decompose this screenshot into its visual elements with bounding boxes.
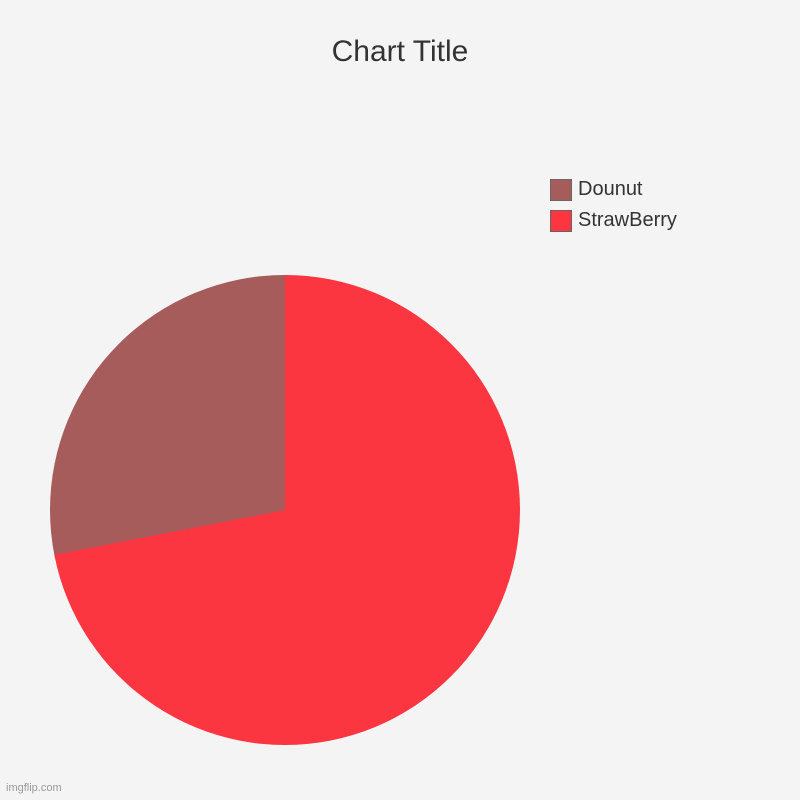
- legend: Dounut StrawBerry: [550, 178, 677, 232]
- legend-label-donut: Dounut: [578, 178, 643, 201]
- legend-item-donut: Dounut: [550, 178, 677, 201]
- chart-title: Chart Title: [332, 35, 469, 69]
- legend-swatch-donut: [550, 179, 572, 201]
- watermark: imgflip.com: [6, 782, 62, 794]
- legend-label-strawberry: StrawBerry: [578, 209, 677, 232]
- legend-swatch-strawberry: [550, 210, 572, 232]
- pie-graphic: [50, 275, 520, 745]
- pie-chart: [50, 275, 520, 745]
- legend-item-strawberry: StrawBerry: [550, 209, 677, 232]
